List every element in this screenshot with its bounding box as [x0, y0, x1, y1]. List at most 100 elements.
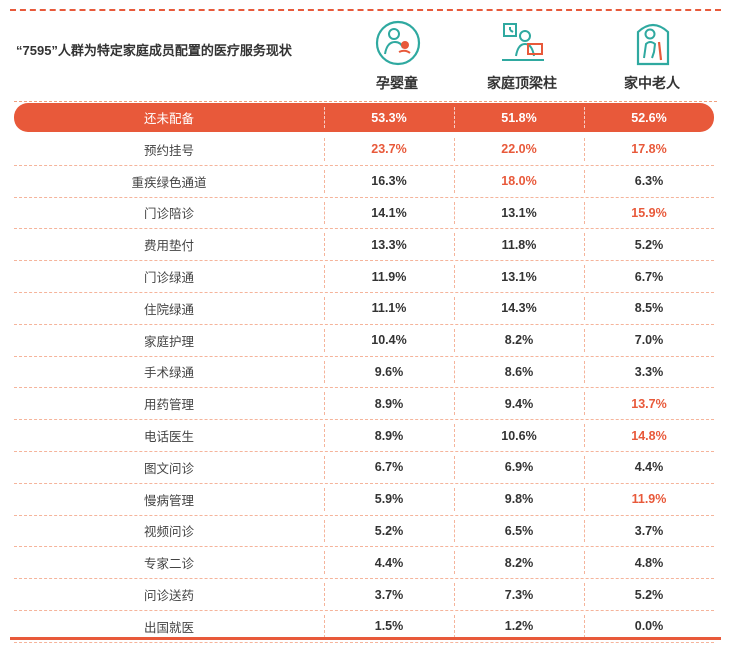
column-separator: [584, 107, 585, 128]
value-cell: 5.2%: [634, 587, 664, 602]
column-separator: [584, 233, 585, 257]
value-cell: 5.2%: [374, 523, 404, 538]
value-cell: 10.4%: [371, 333, 407, 348]
column-separator: [454, 455, 455, 479]
table-row: 问诊送药 3.7% 7.3% 5.2%: [14, 579, 714, 611]
column-separator: [454, 392, 455, 416]
column-separator: [584, 392, 585, 416]
office-worker-icon: [502, 23, 544, 61]
value-cell: 9.8%: [504, 492, 534, 507]
value-cell: 14.8%: [631, 428, 667, 443]
column-separator: [324, 328, 325, 352]
table-row: 专家二诊 4.4% 8.2% 4.8%: [14, 547, 714, 580]
row-label: 用药管理: [143, 398, 194, 413]
value-cell: 8.9%: [374, 396, 404, 411]
row-label: 门诊绿通: [143, 271, 194, 286]
column-separator: [324, 138, 325, 161]
column-separator: [584, 360, 585, 384]
value-cell: 8.9%: [374, 428, 404, 443]
table-row: 重疾绿色通道 16.3% 18.0% 6.3%: [14, 166, 714, 198]
data-table: 还未配备 53.3% 51.8% 52.6% 预约挂号 23.7% 22.0% 17.8% 重疾…: [14, 103, 714, 643]
column-separator: [584, 424, 585, 447]
value-cell: 13.3%: [371, 237, 407, 252]
column-separator: [454, 551, 455, 575]
value-cell: 13.1%: [501, 205, 537, 220]
row-label: 问诊送药: [143, 589, 194, 604]
table-row: 图文问诊 6.7% 6.9% 4.4%: [14, 452, 714, 484]
value-cell: 8.2%: [504, 333, 534, 348]
column-separator: [324, 107, 325, 128]
column-separator: [454, 233, 455, 257]
column-separator: [324, 424, 325, 447]
value-cell: 11.9%: [631, 492, 667, 507]
column-separator: [454, 265, 455, 288]
value-cell: 6.3%: [634, 174, 664, 189]
column-separator: [324, 360, 325, 384]
row-label: 出国就医: [143, 620, 194, 635]
table-row: 住院绿通 11.1% 14.3% 8.5%: [14, 293, 714, 325]
value-cell: 1.5%: [374, 619, 404, 634]
column-separator: [454, 296, 455, 320]
table-row: 出国就医 1.5% 1.2% 0.0%: [14, 611, 714, 643]
column-separator: [584, 138, 585, 161]
value-cell: 53.3%: [371, 110, 407, 125]
row-label: 手术绿通: [143, 366, 194, 381]
column-separator: [584, 551, 585, 575]
column-header-elderly: 家中老人: [624, 75, 680, 91]
row-label: 费用垫付: [143, 239, 194, 254]
column-separator: [324, 169, 325, 193]
value-cell: 4.4%: [634, 460, 664, 475]
column-header-infant: 孕婴童: [376, 75, 418, 91]
column-separator: [324, 551, 325, 575]
column-separator: [454, 519, 455, 543]
value-cell: 8.6%: [504, 364, 534, 379]
value-cell: 6.5%: [504, 523, 534, 538]
column-separator: [584, 487, 585, 511]
row-label: 专家二诊: [143, 557, 194, 572]
row-label: 重疾绿色通道: [131, 175, 207, 190]
value-cell: 5.9%: [374, 492, 404, 507]
table-row: 电话医生 8.9% 10.6% 14.8%: [14, 420, 714, 452]
column-separator: [454, 169, 455, 193]
table-row: 家庭护理 10.4% 8.2% 7.0%: [14, 325, 714, 357]
column-separator: [584, 296, 585, 320]
value-cell: 16.3%: [371, 174, 407, 189]
value-cell: 1.2%: [504, 619, 534, 634]
value-cell: 18.0%: [501, 174, 537, 189]
table-row: 预约挂号 23.7% 22.0% 17.8%: [14, 134, 714, 166]
value-cell: 7.0%: [634, 333, 664, 348]
column-separator: [584, 614, 585, 638]
table-row: 门诊绿通 11.9% 13.1% 6.7%: [14, 261, 714, 293]
value-cell: 22.0%: [501, 142, 537, 157]
value-cell: 17.8%: [631, 142, 667, 157]
value-cell: 3.7%: [634, 523, 664, 538]
value-cell: 4.8%: [634, 555, 664, 570]
column-separator: [454, 424, 455, 447]
value-cell: 23.7%: [371, 142, 407, 157]
column-separator: [584, 583, 585, 606]
column-separator: [584, 455, 585, 479]
row-label: 电话医生: [143, 430, 194, 445]
table-row: 门诊陪诊 14.1% 13.1% 15.9%: [14, 198, 714, 230]
column-separator: [454, 614, 455, 638]
elderly-person-icon: [636, 23, 670, 66]
row-label: 还未配备: [143, 112, 194, 126]
column-separator: [324, 392, 325, 416]
column-separator: [584, 201, 585, 225]
column-separator: [454, 583, 455, 606]
value-cell: 0.0%: [634, 619, 664, 634]
row-label: 图文问诊: [143, 461, 194, 476]
value-cell: 9.6%: [374, 364, 404, 379]
column-separator: [454, 201, 455, 225]
value-cell: 9.4%: [504, 396, 534, 411]
column-separator: [454, 328, 455, 352]
column-separator: [454, 360, 455, 384]
row-label: 住院绿通: [143, 302, 194, 317]
column-separator: [584, 519, 585, 543]
column-separator: [584, 265, 585, 288]
row-label: 慢病管理: [143, 493, 194, 508]
column-separator: [454, 107, 455, 128]
column-separator: [324, 614, 325, 638]
value-cell: 3.7%: [374, 587, 404, 602]
column-separator: [324, 265, 325, 288]
